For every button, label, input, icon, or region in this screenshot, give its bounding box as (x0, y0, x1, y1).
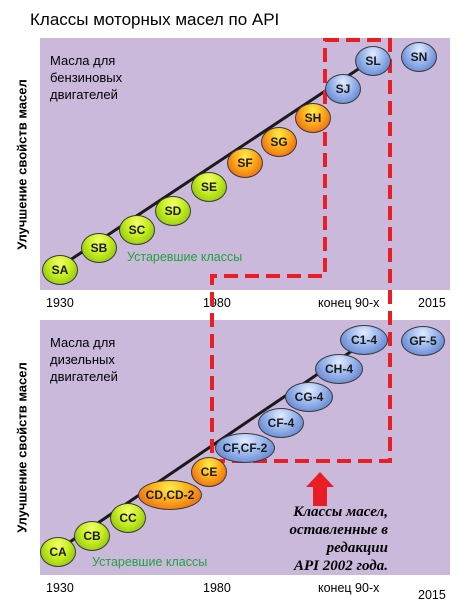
class-CB: CB (74, 521, 110, 551)
class-CD-CD-2: CD,CD-2 (138, 480, 202, 510)
class-SD: SD (155, 196, 191, 226)
class-SJ: SJ (325, 74, 361, 104)
chart-title: Классы моторных масел по API (30, 10, 280, 29)
tick-1930-top: 1930 (46, 296, 74, 310)
class-SC: SC (119, 215, 155, 245)
class-SG: SG (261, 127, 297, 157)
retained-classes-note: Классы масел, оставленные в редакции API… (289, 504, 388, 574)
tick-end90s-top: конец 90-х (318, 296, 380, 310)
class-SA: SA (42, 255, 78, 285)
class-CC: CC (110, 503, 146, 533)
arrow-up-icon (306, 472, 334, 506)
class-SB: SB (81, 233, 117, 263)
class-C1-4: C1-4 (340, 325, 388, 355)
tick-2015-top: 2015 (418, 296, 446, 310)
class-CA: CA (40, 537, 76, 567)
tick-2015-bottom: 2015 (418, 588, 446, 602)
class-CE: CE (191, 457, 227, 487)
tick-end90s-bottom: конец 90-х (318, 581, 380, 595)
chain-link (57, 58, 373, 270)
class-GF-5: GF-5 (401, 326, 445, 356)
class-CF-4: CF-4 (258, 408, 304, 438)
class-CF-CF-2: CF,CF-2 (215, 433, 275, 463)
obsolete-label-gasoline: Устаревшие классы (127, 250, 243, 264)
class-CH-4: CH-4 (315, 354, 363, 384)
diesel-label: Масла для дизельных двигателей (50, 335, 118, 384)
gasoline-chain (57, 58, 373, 270)
tick-1930-bottom: 1930 (46, 581, 74, 595)
tick-1980-bottom: 1980 (203, 581, 231, 595)
class-SF: SF (227, 148, 263, 178)
class-CG-4: CG-4 (285, 382, 333, 412)
class-SN: SN (401, 42, 437, 72)
gasoline-label: Масла для бензиновых двигателей (50, 53, 123, 102)
obsolete-label-diesel: Устаревшие классы (92, 555, 208, 569)
class-SL: SL (355, 46, 391, 76)
class-SE: SE (191, 172, 227, 202)
tick-1980-top: 1980 (203, 296, 231, 310)
class-SH: SH (295, 103, 331, 133)
